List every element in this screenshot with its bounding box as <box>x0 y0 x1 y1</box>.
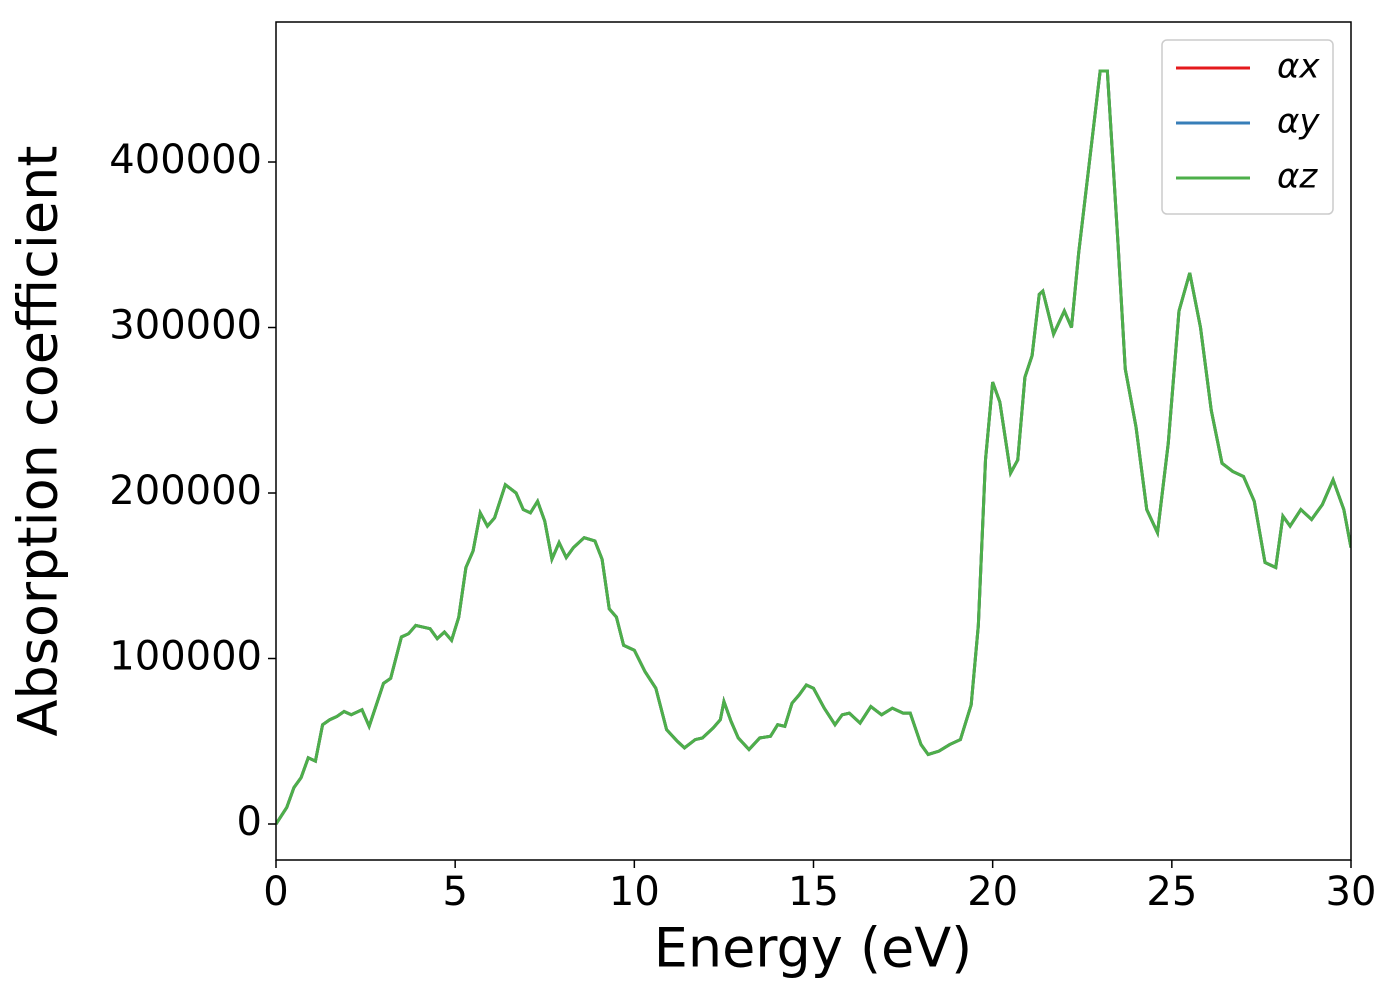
legend-label: αx <box>1277 47 1320 87</box>
x-axis-label: Energy (eV) <box>654 917 973 980</box>
y-tick-label: 0 <box>237 799 262 845</box>
data-line <box>276 69 1351 825</box>
y-tick-label: 200000 <box>109 468 262 514</box>
x-tick-label: 10 <box>609 869 660 915</box>
legend-label: αy <box>1277 102 1320 142</box>
y-tick-label: 400000 <box>109 137 262 183</box>
y-axis-label: Absorption coefficient <box>7 146 70 737</box>
x-tick-label: 15 <box>788 869 839 915</box>
x-tick-label: 5 <box>442 869 467 915</box>
plot-frame <box>275 21 1352 861</box>
x-tick-label: 0 <box>263 869 288 915</box>
x-tick-label: 20 <box>967 869 1018 915</box>
x-tick-label: 30 <box>1326 869 1377 915</box>
y-tick-label: 300000 <box>109 303 262 349</box>
x-tick-label: 25 <box>1146 869 1197 915</box>
y-tick-label: 100000 <box>109 634 262 680</box>
legend-label: αz <box>1277 157 1318 197</box>
legend-box <box>1161 39 1334 215</box>
